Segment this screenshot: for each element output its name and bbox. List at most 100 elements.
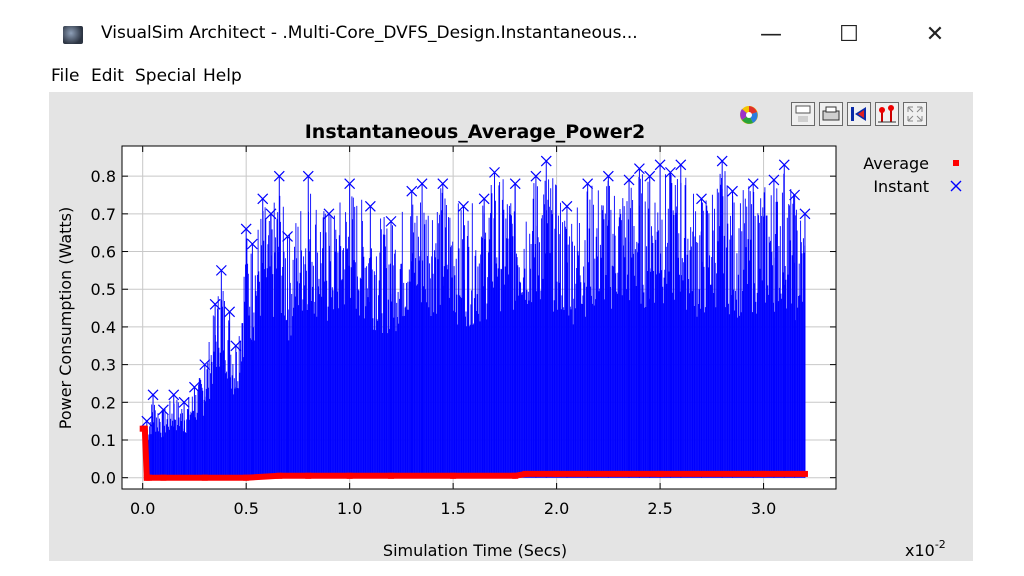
average-point <box>760 470 767 477</box>
y-tick-label: 0.3 <box>91 356 116 375</box>
instant-point <box>696 193 707 205</box>
instant-point <box>265 208 277 220</box>
instant-point <box>561 200 573 212</box>
average-point <box>801 470 808 477</box>
instant-point <box>789 189 801 201</box>
average-point <box>305 472 312 479</box>
x-tick-label: 0.0 <box>130 499 155 518</box>
chart-title: Instantaneous_Average_Power2 <box>305 121 646 143</box>
y-tick-label: 0.5 <box>91 280 116 299</box>
instant-point <box>416 178 428 190</box>
instant-point <box>602 170 614 182</box>
window-title: VisualSim Architect - .Multi-Core_DVFS_D… <box>101 23 638 43</box>
average-point <box>346 472 353 479</box>
instant-point <box>178 396 190 408</box>
y-tick-label: 0.8 <box>91 167 116 186</box>
instant-point <box>727 185 738 197</box>
title-bar: VisualSim Architect - .Multi-Core_DVFS_D… <box>49 10 973 60</box>
average-point <box>522 470 529 477</box>
x-tick-label: 2.0 <box>544 499 569 518</box>
legend-average-label: Average <box>863 154 929 173</box>
y-tick-label: 0.4 <box>91 318 116 337</box>
instant-point <box>406 185 418 197</box>
average-point <box>512 472 519 479</box>
visualsim-window: VisualSim Architect - .Multi-Core_DVFS_D… <box>49 10 973 561</box>
instant-point <box>747 178 759 190</box>
instant-point <box>344 178 356 190</box>
x-tick-label: 3.0 <box>751 499 776 518</box>
print-icon[interactable] <box>819 102 843 126</box>
average-point <box>388 472 395 479</box>
average-point <box>145 474 152 481</box>
instant-point <box>582 178 594 190</box>
average-point <box>160 474 167 481</box>
x-axis-label: Simulation Time (Secs) <box>383 541 567 560</box>
instant-point <box>623 174 635 186</box>
instant-point <box>364 200 376 212</box>
maximize-button[interactable]: ☐ <box>839 22 859 47</box>
instant-point <box>323 208 335 220</box>
instant-point <box>665 166 676 178</box>
menu-bar: File Edit Special Help <box>49 60 973 92</box>
average-point <box>141 425 148 432</box>
instant-point <box>458 200 469 212</box>
x-multiplier-label: x10-2 <box>905 538 946 560</box>
x-tick-label: 1.5 <box>440 499 465 518</box>
x-tick-label: 0.5 <box>233 499 258 518</box>
average-point <box>657 470 664 477</box>
instant-point <box>189 381 200 393</box>
app-icon <box>63 26 83 44</box>
instant-point <box>199 359 211 371</box>
instant-point <box>799 208 811 220</box>
y-tick-label: 0.6 <box>91 243 116 262</box>
y-tick-label: 0.1 <box>91 431 116 450</box>
instant-point <box>778 159 790 171</box>
format-icon[interactable] <box>875 102 899 126</box>
axis-ticks: 0.0 0.1 0.2 0.3 0.4 0.5 0.6 0.7 0.8 0.0 0.5 1.0 1.5 2… <box>91 146 836 518</box>
x-tick-label: 1.0 <box>337 499 362 518</box>
legend-average-marker <box>953 160 959 166</box>
menu-edit[interactable]: Edit <box>91 66 124 86</box>
average-point <box>450 472 457 479</box>
legend-instant-marker <box>950 180 962 192</box>
average-point <box>201 474 208 481</box>
instant-point <box>644 170 656 182</box>
instant-point <box>540 155 552 167</box>
close-button[interactable]: ✕ <box>925 22 945 47</box>
instant-point <box>633 163 645 175</box>
y-tick-label: 0.2 <box>91 393 116 412</box>
instant-point <box>230 340 242 352</box>
instant-point <box>489 166 500 178</box>
instant-point <box>282 231 293 242</box>
instant-point <box>530 170 542 182</box>
power-chart: Instantaneous_Average_Power2 0.00.10.20.… <box>56 121 962 560</box>
instant-point <box>654 159 666 171</box>
instant-point <box>302 170 314 182</box>
instant-series <box>141 155 811 478</box>
instant-point <box>716 155 728 167</box>
reset-axes-icon[interactable] <box>847 102 871 126</box>
instant-point <box>215 264 227 276</box>
instant-point <box>437 178 449 190</box>
instant-point <box>147 389 159 401</box>
menu-file[interactable]: File <box>51 66 80 86</box>
average-point <box>243 474 250 481</box>
y-tick-label: 0.0 <box>91 469 116 488</box>
average-point <box>553 470 560 477</box>
instant-point <box>209 298 221 310</box>
instant-point <box>478 193 490 205</box>
menu-special[interactable]: Special <box>135 66 197 86</box>
menu-help[interactable]: Help <box>203 66 242 86</box>
save-icon[interactable] <box>791 102 815 126</box>
fill-icon[interactable] <box>903 102 927 126</box>
instant-point <box>273 170 285 182</box>
minimize-button[interactable]: — <box>760 22 782 47</box>
instant-point <box>257 193 269 205</box>
instant-point <box>509 178 521 190</box>
instant-point <box>246 238 258 250</box>
instant-point <box>141 415 153 427</box>
y-tick-label: 0.7 <box>91 205 116 224</box>
instant-point <box>768 174 780 186</box>
instant-point <box>240 223 252 235</box>
color-palette-icon[interactable] <box>737 102 761 126</box>
